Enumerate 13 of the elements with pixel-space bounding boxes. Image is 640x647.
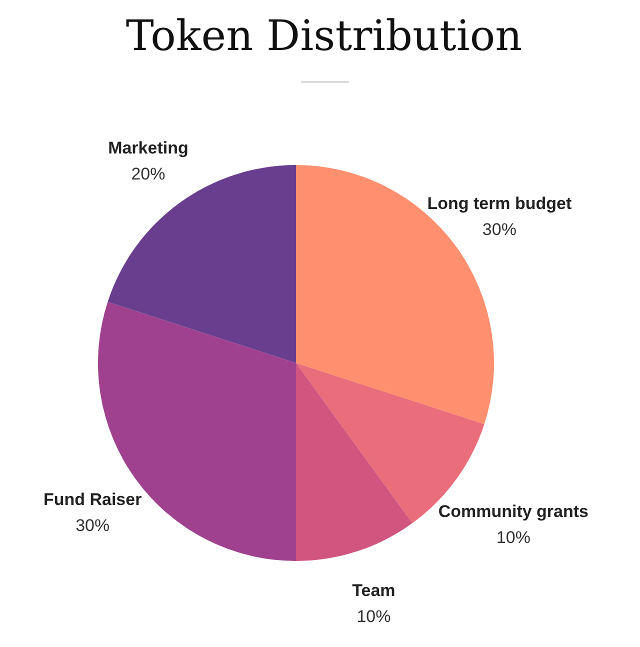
slice-label: Marketing [108, 138, 188, 158]
pie-slice [296, 363, 412, 561]
data-label: 10% [496, 528, 530, 547]
slice-label: Team [352, 581, 396, 600]
slice-label: Long term budget [427, 194, 572, 214]
slice-label: Fund Raiser [43, 490, 142, 509]
data-label: 30% [482, 220, 516, 240]
data-label: 30% [76, 516, 110, 535]
data-label: 10% [356, 607, 391, 626]
slice-label: Community grants [438, 502, 589, 521]
chart-title: Token Distribution [126, 11, 522, 60]
data-label: 20% [131, 164, 166, 184]
pie-slice [108, 165, 296, 363]
